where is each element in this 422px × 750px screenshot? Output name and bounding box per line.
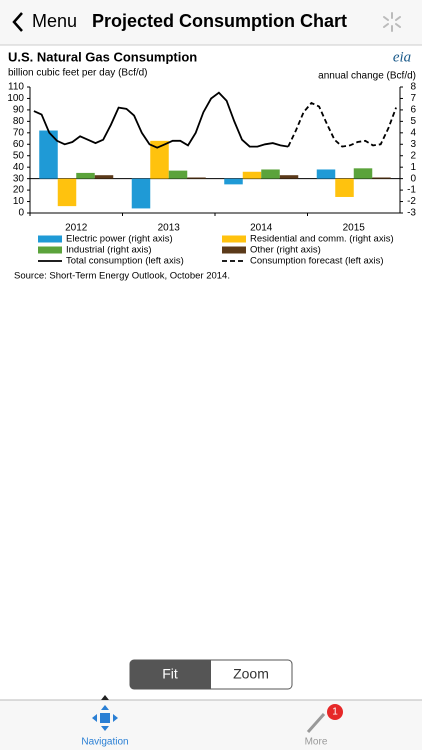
- fit-button[interactable]: [130, 660, 211, 689]
- bar: [131, 178, 151, 209]
- x-tick-label: 2014: [250, 223, 273, 234]
- x-tick-label: 2013: [158, 223, 181, 234]
- y2-tick-label: 1: [410, 162, 416, 173]
- back-label[interactable]: Menu: [32, 11, 77, 31]
- back-button[interactable]: Menu: [12, 11, 77, 32]
- bar: [39, 130, 58, 179]
- y2-tick-label: 3: [410, 139, 416, 150]
- y2-tick-label: 4: [410, 127, 416, 138]
- badge-count: 1: [332, 707, 338, 718]
- navigation-tab[interactable]: Navigation: [81, 705, 129, 748]
- y-tick-label: 60: [13, 139, 25, 150]
- y2-tick-label: 5: [410, 116, 416, 127]
- y-tick-label: 110: [8, 82, 24, 93]
- bar: [168, 170, 188, 179]
- more-tab[interactable]: 1 More: [305, 704, 343, 748]
- legend-label: Residential and comm. (right axis): [250, 234, 394, 245]
- segmented-control: Fit Zoom: [129, 659, 293, 690]
- bar: [76, 172, 95, 179]
- y2-tick-label: -1: [407, 185, 416, 196]
- y2-tick-label: 7: [410, 93, 416, 104]
- y-tick-label: 100: [7, 93, 24, 104]
- y-tick-label: 70: [13, 127, 25, 138]
- y-tick-label: 50: [13, 150, 25, 161]
- legend-label: Total consumption (left axis): [66, 256, 184, 267]
- x-tick-label: 2012: [65, 223, 88, 234]
- y2-tick-label: -3: [407, 208, 416, 219]
- y-tick-label: 20: [13, 185, 25, 196]
- y-tick-label: 40: [13, 162, 25, 173]
- y-tick-label: 90: [13, 105, 25, 116]
- legend-swatch: [38, 235, 62, 243]
- legend-swatch: [222, 235, 246, 243]
- y2-axis-label: annual change (Bcf/d): [318, 71, 416, 82]
- legend-swatch: [222, 246, 246, 254]
- line: [33, 91, 289, 149]
- bar: [57, 178, 77, 207]
- logo: eia: [393, 49, 411, 65]
- screen-title: Projected Consumption Chart: [92, 11, 347, 31]
- header-bar: [0, 0, 422, 45]
- y2-tick-label: 2: [410, 150, 416, 161]
- more-label[interactable]: More: [305, 737, 328, 748]
- tab-pointer: [101, 695, 109, 700]
- bar: [372, 177, 391, 179]
- source-note: Source: Short-Term Energy Outlook, Octob…: [14, 271, 230, 282]
- y-tick-label: 10: [13, 196, 25, 207]
- legend-label: Other (right axis): [250, 245, 321, 256]
- y-axis-label: billion cubic feet per day (Bcf/d): [8, 68, 148, 79]
- legend-label: Consumption forecast (left axis): [250, 256, 384, 267]
- bar: [261, 169, 280, 179]
- bar: [94, 175, 114, 179]
- back-chevron: [12, 12, 23, 32]
- y-tick-label: 0: [18, 208, 24, 219]
- spinner: [383, 12, 401, 32]
- legend-label: Electric power (right axis): [66, 234, 173, 245]
- zoom-label[interactable]: Zoom: [233, 666, 269, 682]
- legend-swatch: [38, 246, 62, 254]
- navigation-label[interactable]: Navigation: [81, 737, 128, 748]
- plot: 0102030405060708090100110-3-2-1012345678…: [7, 82, 416, 267]
- y2-tick-label: 0: [410, 173, 416, 184]
- bar: [279, 175, 299, 179]
- badge: [327, 704, 343, 720]
- line: [287, 101, 397, 148]
- bar: [242, 171, 262, 179]
- y2-tick-label: 8: [410, 82, 416, 93]
- chart-title: U.S. Natural Gas Consumption: [8, 49, 197, 64]
- bar: [335, 178, 354, 197]
- navigation-icon: [92, 705, 118, 731]
- tab-bar: [0, 700, 422, 750]
- bar: [316, 169, 336, 179]
- y-tick-label: 80: [13, 116, 25, 127]
- legend-label: Industrial (right axis): [66, 245, 152, 256]
- bar: [150, 140, 169, 179]
- y-tick-label: 30: [13, 173, 25, 184]
- y2-tick-label: -2: [407, 196, 416, 207]
- x-tick-label: 2015: [343, 223, 366, 234]
- more-icon: [306, 713, 326, 733]
- bar: [224, 178, 243, 185]
- bar: [187, 177, 206, 179]
- bar: [353, 168, 373, 179]
- fit-label[interactable]: Fit: [162, 666, 178, 682]
- y2-tick-label: 6: [410, 105, 416, 116]
